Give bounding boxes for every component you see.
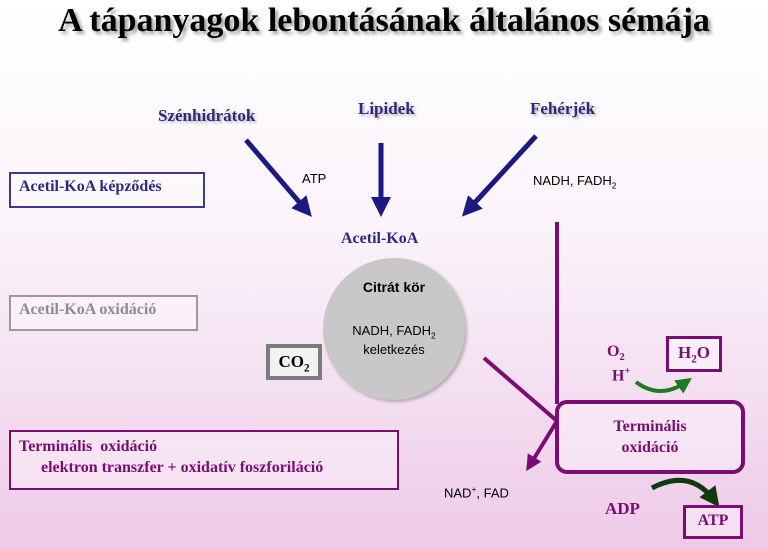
source-proteins: Fehérjék	[530, 99, 596, 118]
stage-terminal-title: Terminális oxidáció	[19, 438, 158, 455]
terminal-box-line2: oxidáció	[621, 439, 679, 456]
arrow-proteins	[461, 134, 538, 217]
h-plus-label: H+	[612, 366, 631, 385]
atp-label: ATP	[302, 171, 327, 186]
citrate-cycle-circle	[323, 258, 465, 400]
source-carbohydrates: Szénhidrátok	[158, 106, 256, 125]
adp-label: ADP	[605, 499, 640, 518]
arrow-adp-to-atp	[650, 477, 720, 508]
formation-label: keletkezés	[363, 342, 425, 357]
stage-terminal-oxidation: Terminális oxidáció elektron transzfer +…	[9, 430, 399, 490]
connector-cycle-to-terminal	[482, 356, 559, 423]
terminal-oxidation-box: Terminális oxidáció	[555, 400, 745, 474]
arrow-to-nad	[526, 419, 559, 472]
cycle-nadh-fadh-label: NADH, FADH2	[352, 323, 436, 341]
atp-output-box: ATP	[683, 505, 743, 539]
stage-terminal-subtitle: elektron transzfer + oxidatív foszforilá…	[41, 459, 324, 476]
stage-acetyl-coa-oxidation: Acetil-KoA oxidáció	[9, 295, 198, 331]
nad-fad-label: NAD+, FAD	[444, 484, 509, 501]
citrate-cycle-label: Citrát kör	[362, 279, 426, 295]
source-lipids: Lipidek	[358, 99, 415, 118]
h2o-box: H2O	[666, 336, 722, 372]
acetyl-coa-label: Acetil-KoA	[341, 230, 419, 247]
stage-acetyl-coa-formation: Acetil-KoA képződés	[9, 172, 205, 208]
co2-box: CO2	[266, 344, 322, 380]
arrow-o2-to-h2o	[634, 377, 692, 394]
terminal-box-line1: Terminális	[613, 418, 687, 435]
nadh-fadh-label: NADH, FADH2	[533, 173, 617, 191]
arrow-carbs	[244, 138, 312, 217]
page-title: A tápanyagok lebontásának általános sémá…	[58, 2, 710, 39]
o2-label: O2	[607, 343, 625, 364]
